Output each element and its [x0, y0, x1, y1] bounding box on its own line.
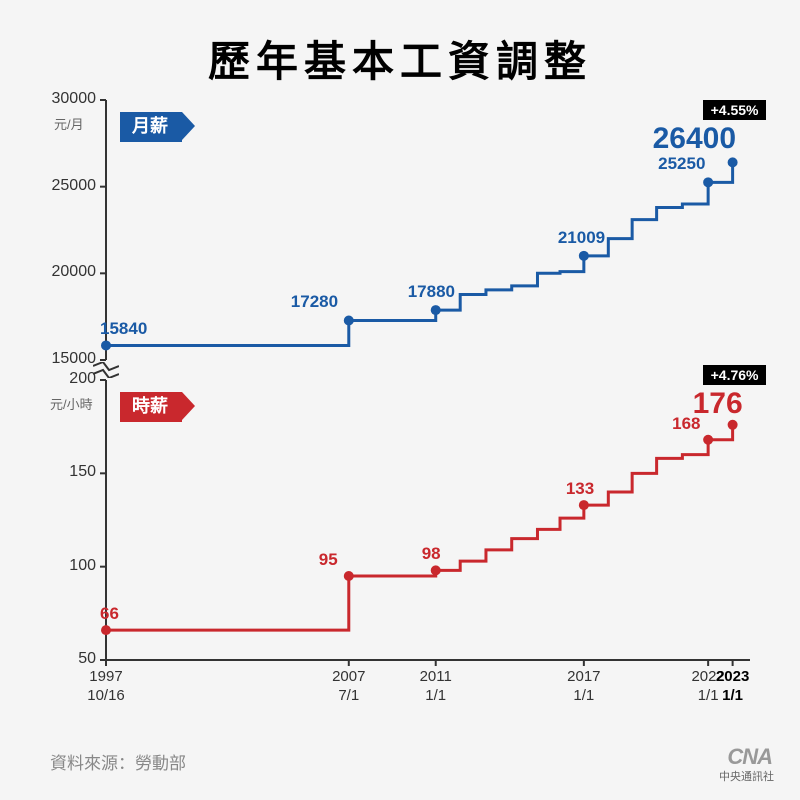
y-tick-hourly: 50	[50, 650, 96, 668]
y-tick-monthly: 30000	[50, 90, 96, 108]
source-text: 資料來源：勞動部	[50, 749, 186, 774]
y-tick-monthly: 15000	[50, 350, 96, 368]
monthly-point-label: 17880	[408, 282, 455, 302]
y-unit-monthly: 元/月	[54, 114, 84, 133]
monthly-point-label: 15840	[100, 319, 147, 339]
x-tick: 20231/1	[716, 668, 749, 706]
x-tick: 199710/16	[87, 668, 125, 706]
y-tick-hourly: 200	[50, 370, 96, 388]
x-tick: 20171/1	[567, 668, 600, 706]
hourly-pct-badge: +4.76%	[703, 365, 767, 385]
y-tick-hourly: 150	[50, 463, 96, 481]
monthly-pct-badge: +4.55%	[703, 100, 767, 120]
monthly-point-label: 25250	[658, 154, 705, 174]
logo-mark: CNA	[727, 744, 772, 770]
monthly-point-label: 17280	[291, 292, 338, 312]
monthly-point-label: 21009	[558, 228, 605, 248]
monthly-big-value: 26400	[653, 122, 736, 156]
hourly-big-value: 176	[693, 387, 743, 421]
monthly-series-tag: 月薪	[120, 112, 182, 142]
y-tick-hourly: 100	[50, 557, 96, 575]
y-tick-monthly: 25000	[50, 177, 96, 195]
hourly-point-label: 98	[422, 544, 441, 564]
hourly-point-label: 95	[319, 550, 338, 570]
x-tick: 20077/1	[332, 668, 365, 706]
page-title: 歷年基本工資調整	[0, 0, 800, 89]
y-tick-monthly: 20000	[50, 263, 96, 281]
hourly-point-label: 133	[566, 479, 594, 499]
chart-area: 15000 20000 25000 30000 50 100 150 200 元/月元/小時 19…	[50, 90, 760, 720]
hourly-series-tag: 時薪	[120, 392, 182, 422]
x-tick: 20111/1	[420, 668, 452, 706]
logo-text: 中央通訊社	[719, 768, 774, 784]
y-unit-hourly: 元/小時	[50, 394, 93, 413]
hourly-point-label: 66	[100, 604, 119, 624]
